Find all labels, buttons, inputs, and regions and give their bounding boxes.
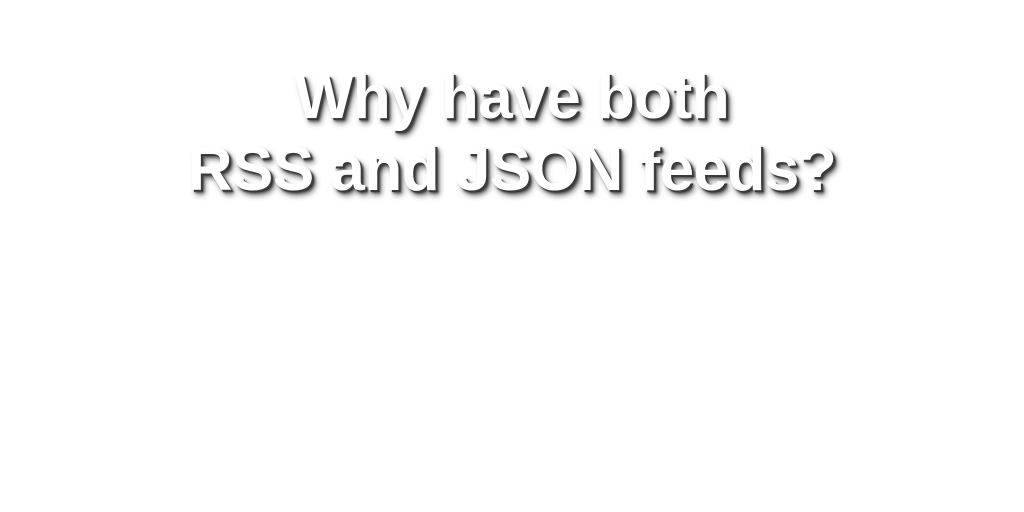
title-line-1: Why have both <box>294 63 730 132</box>
slide-title: Why have both RSS and JSON feeds? <box>0 62 1024 206</box>
title-line-2: RSS and JSON feeds? <box>187 135 837 204</box>
